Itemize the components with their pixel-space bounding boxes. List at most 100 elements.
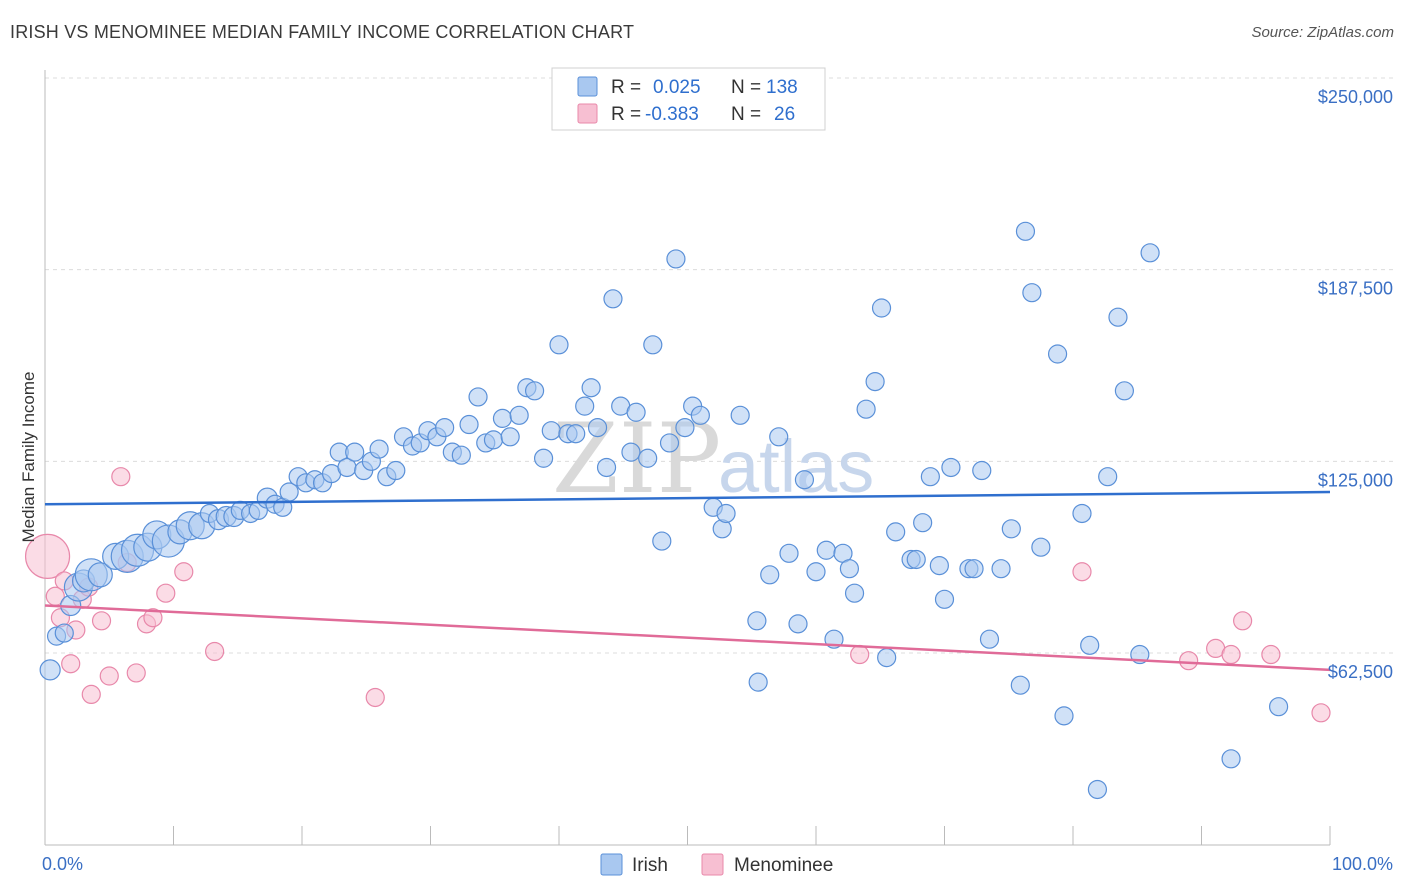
legend-r-label-menominee: R = <box>611 104 641 125</box>
irish-point-58 <box>533 448 554 468</box>
menominee-point-24 <box>1221 644 1241 665</box>
irish-point-59 <box>541 421 561 441</box>
irish-point-67 <box>603 289 623 309</box>
bottom-legend-swatch-irish <box>600 853 623 876</box>
irish-point-62 <box>566 424 586 444</box>
irish-point-40 <box>386 460 406 481</box>
bottom-legend: Irish Menominee <box>600 853 833 876</box>
irish-point-103 <box>913 513 933 533</box>
irish-trend-line <box>44 490 1331 506</box>
irish-point-110 <box>972 460 992 481</box>
irish-point-2 <box>54 623 74 643</box>
legend-swatch-irish <box>577 76 598 97</box>
irish-point-0 <box>39 659 61 681</box>
menominee-point-11 <box>111 467 131 487</box>
irish-point-82 <box>730 405 750 425</box>
irish-point-105 <box>929 555 949 576</box>
menominee-point-21 <box>1072 562 1092 582</box>
irish-point-69 <box>621 442 641 462</box>
grid-lines <box>45 77 1393 654</box>
irish-point-83 <box>747 611 767 631</box>
irish-point-35 <box>345 442 365 462</box>
watermark-atlas: atlas <box>718 425 874 508</box>
irish-point-111 <box>979 629 1000 649</box>
irish-point-97 <box>865 372 885 392</box>
irish-point-102 <box>906 549 926 570</box>
irish-point-71 <box>638 448 658 468</box>
x-tick-left: 0.0% <box>42 854 83 874</box>
irish-point-112 <box>991 559 1011 579</box>
menominee-point-25 <box>1233 611 1253 631</box>
irish-point-109 <box>964 559 984 579</box>
irish-point-117 <box>1031 537 1051 557</box>
menominee-point-22 <box>1179 651 1199 671</box>
irish-point-54 <box>500 427 520 447</box>
legend-n-value-irish: 138 <box>766 77 798 98</box>
irish-points <box>39 221 1289 800</box>
menominee-point-20 <box>850 644 870 665</box>
irish-point-38 <box>369 439 389 459</box>
irish-point-73 <box>652 531 672 551</box>
bottom-legend-menominee: Menominee <box>734 855 833 876</box>
legend-n-label-menominee: N = <box>731 104 761 125</box>
x-tick-right: 100.0% <box>1332 854 1393 874</box>
irish-point-104 <box>920 467 940 487</box>
menominee-point-27 <box>1311 703 1331 723</box>
irish-point-64 <box>581 378 601 398</box>
irish-point-106 <box>934 589 955 609</box>
irish-point-114 <box>1010 675 1030 695</box>
y-tick-label-2: $187,500 <box>1318 279 1393 299</box>
irish-point-60 <box>549 335 569 355</box>
irish-point-94 <box>839 559 860 579</box>
irish-point-123 <box>1098 467 1118 487</box>
irish-point-95 <box>844 583 865 603</box>
irish-point-100 <box>886 522 906 542</box>
menominee-point-15 <box>143 608 163 628</box>
irish-point-49 <box>459 414 479 435</box>
irish-point-107 <box>941 457 961 478</box>
irish-point-121 <box>1080 635 1100 655</box>
irish-point-128 <box>1221 749 1241 769</box>
irish-point-91 <box>816 540 836 560</box>
y-axis-label: Median Family Income <box>19 371 38 542</box>
irish-point-116 <box>1022 283 1042 303</box>
irish-point-113 <box>1001 519 1021 539</box>
irish-point-55 <box>509 405 529 425</box>
irish-point-50 <box>468 387 488 407</box>
irish-point-125 <box>1114 381 1135 401</box>
irish-point-81 <box>716 503 736 524</box>
irish-point-74 <box>659 433 680 453</box>
irish-point-76 <box>675 418 695 438</box>
irish-point-88 <box>788 614 808 634</box>
menominee-point-26 <box>1261 644 1281 665</box>
trend-lines <box>44 490 1331 672</box>
y-tick-label-1: $125,000 <box>1318 470 1393 490</box>
menominee-point-18 <box>205 641 225 662</box>
irish-point-63 <box>575 396 595 416</box>
legend-n-value-menominee: 26 <box>774 104 795 125</box>
legend-swatch-menominee <box>577 103 598 124</box>
source-label: Source: ZipAtlas.com <box>1251 24 1394 41</box>
menominee-point-0 <box>24 533 71 580</box>
y-tick-label-0: $62,500 <box>1328 662 1393 682</box>
y-tick-labels: $62,500 $125,000 $187,500 $250,000 <box>1318 87 1393 682</box>
irish-point-119 <box>1054 706 1074 726</box>
irish-point-90 <box>806 562 826 582</box>
axes <box>44 70 1331 846</box>
legend-r-value-menominee: -0.383 <box>645 104 699 125</box>
legend-r-label-irish: R = <box>611 77 641 98</box>
irish-point-86 <box>769 427 789 447</box>
chart-title: IRISH VS MENOMINEE MEDIAN FAMILY INCOME … <box>10 22 635 42</box>
legend-n-label-irish: N = <box>731 77 761 98</box>
irish-point-99 <box>877 647 897 668</box>
irish-point-118 <box>1047 344 1068 364</box>
irish-point-96 <box>856 399 876 419</box>
legend-box: R = 0.025 N = 138 R = -0.383 N = 26 <box>551 67 826 131</box>
y-tick-label-3: $250,000 <box>1318 87 1393 107</box>
irish-point-98 <box>871 298 892 318</box>
irish-point-52 <box>483 430 504 450</box>
irish-point-127 <box>1140 243 1160 263</box>
irish-point-89 <box>794 470 815 490</box>
irish-point-75 <box>666 249 686 269</box>
